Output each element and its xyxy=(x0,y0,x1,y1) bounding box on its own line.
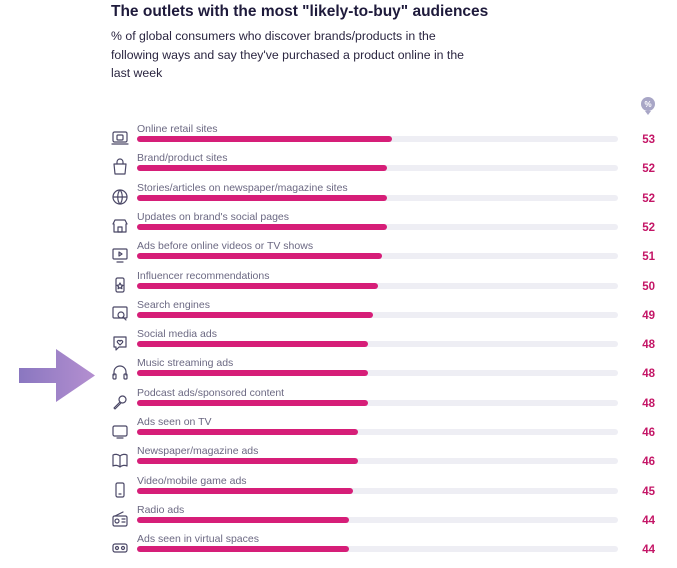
percent-badge: % xyxy=(641,97,655,111)
bar-track xyxy=(137,136,618,142)
bar-label: Video/mobile game ads xyxy=(137,474,247,487)
bar-value: 45 xyxy=(642,485,655,498)
bar xyxy=(137,370,368,377)
bar-label: Ads seen on TV xyxy=(137,416,212,428)
bar xyxy=(137,341,368,348)
vr-headset-icon xyxy=(112,543,128,553)
bar-label: Podcast ads/sponsored content xyxy=(137,386,285,399)
bar-track xyxy=(137,487,618,494)
tv-icon xyxy=(112,425,128,439)
bar-row: Ads before online videos or TV shows 51 xyxy=(0,240,677,275)
bar-track xyxy=(137,458,618,465)
bar-row: Ads seen in virtual spaces 44 xyxy=(0,533,677,568)
bar-value: 44 xyxy=(642,544,655,557)
bar-track xyxy=(137,399,618,406)
open-book-icon xyxy=(112,454,128,468)
bar-track xyxy=(137,194,618,201)
mobile-phone-icon xyxy=(115,481,125,498)
monitor-play-icon xyxy=(112,248,128,263)
bar-track xyxy=(137,311,618,318)
bar-value: 53 xyxy=(642,134,655,146)
bar-label: Stories/articles on newspaper/magazine s… xyxy=(137,181,348,194)
bar-track xyxy=(137,546,618,553)
bar-row: Video/mobile game ads 45 xyxy=(0,475,677,510)
bar-track xyxy=(137,165,618,172)
bar xyxy=(137,194,388,201)
bar-track xyxy=(137,282,618,289)
bar-row: Influencer recommendations 50 xyxy=(0,270,677,305)
laptop-bag-icon xyxy=(111,131,129,145)
highlight-arrow-icon xyxy=(19,349,95,402)
bar xyxy=(137,546,349,553)
bar xyxy=(137,282,378,289)
bar-label: Brand/product sites xyxy=(137,152,228,165)
bar-label: Online retail sites xyxy=(137,123,218,135)
storefront-icon xyxy=(112,219,128,233)
bar xyxy=(137,516,349,523)
bar-label: Newspaper/magazine ads xyxy=(137,445,259,458)
bar xyxy=(137,136,392,142)
bar-track xyxy=(137,223,618,230)
bar-track xyxy=(137,341,618,348)
bar xyxy=(137,399,368,406)
bar-row: Search engines 49 xyxy=(0,299,677,334)
bar-value: 52 xyxy=(642,192,655,205)
bar-row: Brand/product sites 52 xyxy=(0,152,677,187)
bar-value: 52 xyxy=(642,221,655,234)
bar-label: Ads seen in virtual spaces xyxy=(137,533,259,546)
bar xyxy=(137,429,359,435)
bar-row: Stories/articles on newspaper/magazine s… xyxy=(0,182,677,217)
headphones-icon xyxy=(112,365,128,380)
bar-value: 48 xyxy=(642,397,655,410)
microphone-icon xyxy=(113,395,127,410)
bar-value: 52 xyxy=(642,163,655,176)
bar-row: Updates on brand's social pages 52 xyxy=(0,211,677,246)
bar-row: Online retail sites 53 xyxy=(0,123,677,158)
heart-chat-icon xyxy=(113,336,127,351)
shopping-bag-icon xyxy=(113,158,127,175)
bar-label: Music streaming ads xyxy=(137,357,234,370)
bar-value: 46 xyxy=(642,456,655,469)
chart-title: The outlets with the most "likely-to-buy… xyxy=(111,3,489,20)
bar-value: 46 xyxy=(642,427,655,439)
bar-value: 48 xyxy=(642,339,655,352)
bar-row: Music streaming ads 48 xyxy=(0,357,677,392)
search-screen-icon xyxy=(112,306,128,321)
bar-row: Radio ads 44 xyxy=(0,504,677,539)
bar-label: Ads before online videos or TV shows xyxy=(137,240,314,253)
percent-badge-pointer xyxy=(645,111,651,115)
bar xyxy=(137,223,388,230)
bar-row: Social media ads 48 xyxy=(0,328,677,363)
radio-icon xyxy=(112,511,128,527)
bar xyxy=(137,311,373,318)
phone-star-icon xyxy=(115,276,125,293)
bar-label: Search engines xyxy=(137,298,210,311)
bar xyxy=(137,458,359,465)
bar xyxy=(137,253,383,260)
bar-label: Radio ads xyxy=(137,503,185,516)
bar-label: Social media ads xyxy=(137,328,217,341)
globe-icon xyxy=(112,188,128,205)
bar-track xyxy=(137,253,618,260)
bar-track xyxy=(137,516,618,523)
bar-value: 51 xyxy=(642,251,655,264)
bar-row: Ads seen on TV 46 xyxy=(0,416,677,451)
bar-value: 50 xyxy=(642,280,655,293)
bar xyxy=(137,487,354,494)
bar-label: Influencer recommendations xyxy=(137,269,270,282)
chart-subtitle: % of global consumers who discover brand… xyxy=(111,29,465,80)
bar-track xyxy=(137,429,618,435)
bar-value: 48 xyxy=(642,368,655,381)
bar-value: 49 xyxy=(642,309,655,322)
bar-row: Podcast ads/sponsored content 48 xyxy=(0,387,677,422)
bar xyxy=(137,165,388,172)
bar-track xyxy=(137,370,618,377)
bar-label: Updates on brand's social pages xyxy=(137,210,290,223)
bar-row: Newspaper/magazine ads 46 xyxy=(0,445,677,480)
bar-value: 44 xyxy=(642,514,655,527)
